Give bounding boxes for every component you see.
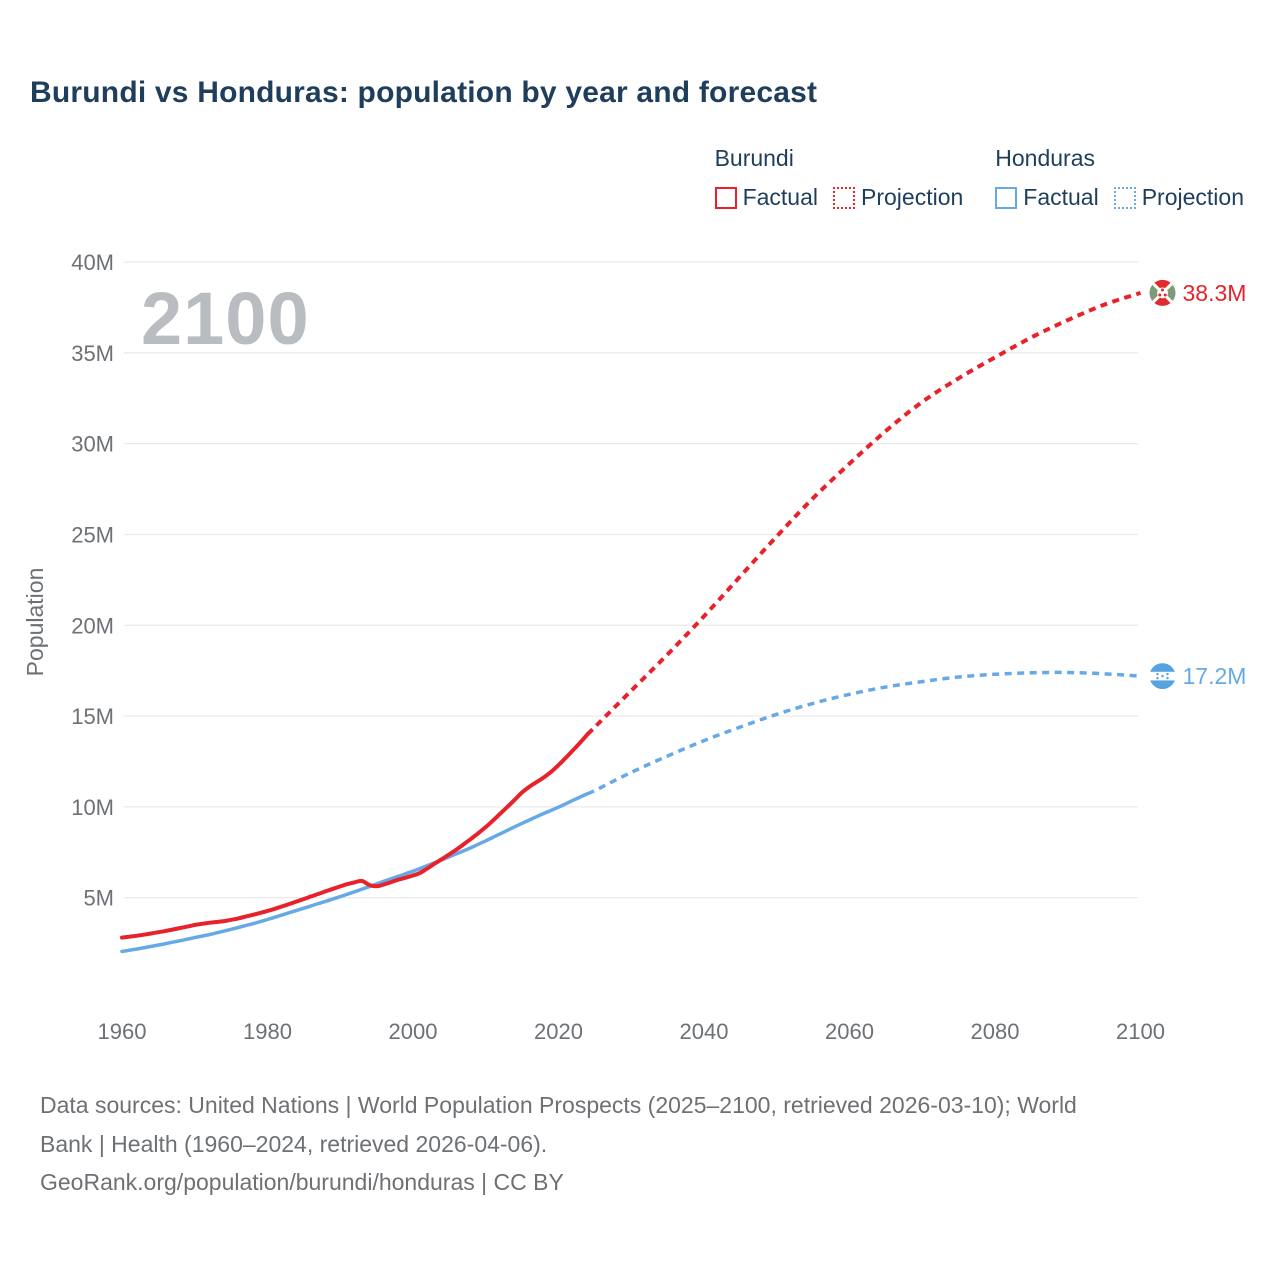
honduras-end-value-label: 17.2M	[1183, 663, 1247, 689]
legend-item-label: Projection	[861, 184, 964, 210]
legend-item-burundi-factual[interactable]: Factual	[714, 184, 818, 211]
legend-group-title-burundi: Burundi	[714, 145, 794, 171]
footer-attribution: GeoRank.org/population/burundi/honduras …	[40, 1169, 564, 1195]
y-axis-tick-label: 30M	[71, 432, 114, 457]
population-line-chart[interactable]: 2100 5M 10M 15M 20M 25M 30M 35M 40M 1960 1980 2000 2…	[0, 0, 1280, 1060]
page-title: Burundi vs Honduras: population by year …	[30, 76, 818, 109]
legend-row-burundi: Factual Projection	[714, 184, 963, 211]
chart-canvas: 2100 5M 10M 15M 20M 25M 30M 35M 40M 1960 1980 2000 2…	[22, 250, 1247, 1044]
legend-item-label: Projection	[1141, 184, 1244, 210]
factual-swatch-icon	[995, 186, 1018, 209]
legend-item-label: Factual	[742, 184, 818, 210]
burundi-end-value-label: 38.3M	[1183, 280, 1247, 306]
y-axis-tick-label: 25M	[71, 523, 114, 548]
legend-group-title-honduras: Honduras	[995, 145, 1096, 171]
footer-data-sources-line2: Bank | Health (1960–2024, retrieved 2026…	[40, 1130, 548, 1157]
legend-item-label: Factual	[1023, 184, 1099, 210]
honduras-factual-line[interactable]	[120, 791, 590, 954]
legend-item-honduras-projection[interactable]: Projection	[1113, 184, 1244, 211]
x-axis-tick-label: 2100	[1116, 1019, 1165, 1044]
y-axis-tick-label: 35M	[71, 341, 114, 366]
legend-group-honduras: Honduras Factual Projection	[995, 145, 1244, 211]
honduras-flag-icon	[1149, 663, 1176, 690]
projection-swatch-icon	[1113, 186, 1136, 209]
legend-item-burundi-projection[interactable]: Projection	[833, 184, 963, 211]
x-axis-tick-label: 1960	[98, 1019, 147, 1044]
x-axis-tick-label: 2000	[389, 1019, 438, 1044]
legend-row-honduras: Factual Projection	[995, 184, 1244, 211]
burundi-flag-icon	[1149, 279, 1176, 306]
chart-legend: Burundi Factual Projection Honduras Fact…	[714, 145, 1244, 211]
watermark-year: 2100	[141, 277, 310, 360]
y-axis-title: Population	[22, 568, 48, 677]
legend-item-honduras-factual[interactable]: Factual	[995, 184, 1099, 211]
projection-swatch-icon	[833, 186, 855, 209]
honduras-projection-line[interactable]	[586, 670, 1141, 796]
x-axis-tick-label: 2040	[680, 1019, 729, 1044]
burundi-projection-line[interactable]	[586, 290, 1142, 736]
footer-data-sources-line1: Data sources: United Nations | World Pop…	[40, 1092, 1077, 1118]
legend-group-burundi: Burundi Factual Projection	[714, 145, 963, 211]
y-axis-tick-label: 5M	[83, 886, 114, 911]
y-axis-tick-label: 20M	[71, 613, 114, 638]
x-axis-tick-label: 2080	[971, 1019, 1020, 1044]
footer: Data sources: United Nations | World Pop…	[40, 1086, 1230, 1202]
y-axis-tick-label: 15M	[71, 704, 114, 729]
factual-swatch-icon	[714, 186, 737, 209]
y-axis-tick-label: 10M	[71, 795, 114, 820]
x-axis-tick-label: 2060	[825, 1019, 874, 1044]
burundi-factual-line[interactable]	[120, 732, 590, 940]
x-axis-tick-label: 2020	[534, 1019, 583, 1044]
x-axis-tick-label: 1980	[243, 1019, 292, 1044]
y-axis-tick-label: 40M	[71, 250, 114, 275]
